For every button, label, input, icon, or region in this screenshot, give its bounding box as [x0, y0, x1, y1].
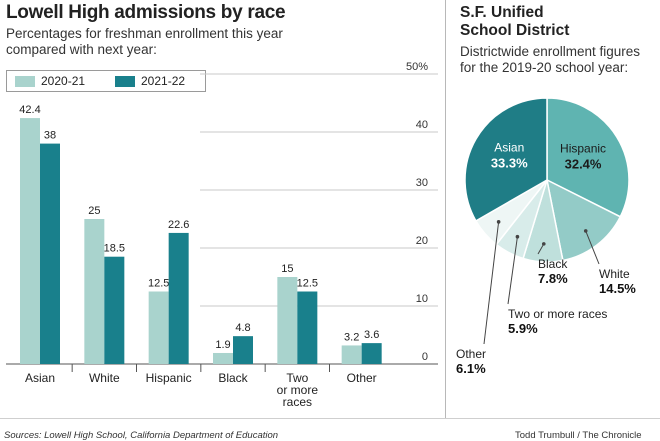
- y-tick-label-40: 40: [416, 119, 428, 131]
- x-tick-label-line: Two: [286, 371, 308, 385]
- x-tick-label-black: Black: [218, 371, 248, 385]
- y-tick-label-20: 20: [416, 235, 428, 247]
- pie-value-other: 6.1%: [456, 361, 486, 376]
- data-label-2021-22-other: 3.6: [364, 329, 379, 341]
- panel-divider: [445, 0, 446, 418]
- leader-dot-two-or-more-races: [515, 234, 520, 239]
- leader-dot-other: [496, 220, 501, 224]
- data-label-2021-22-hispanic: 22.6: [168, 219, 189, 231]
- pie-slice-asian: [464, 97, 548, 222]
- pie-chart-title: S.F. Unified School District: [460, 4, 569, 40]
- pie-value-asian: 33.3%: [491, 156, 528, 171]
- pie-chart-subtitle-line-2: for the 2019-20 school year:: [460, 60, 629, 75]
- source-note: Sources: Lowell High School, California …: [4, 430, 279, 441]
- leader-line-other: [483, 221, 500, 345]
- x-tick-label-line: Hispanic: [146, 371, 192, 385]
- bar-2020-21-white: [84, 219, 105, 364]
- pie-chart-title-line-1: S.F. Unified: [460, 4, 544, 21]
- x-tick-label-white: White: [89, 371, 120, 385]
- bar-2020-21-black: [213, 352, 233, 364]
- x-tick-label-asian: Asian: [25, 371, 55, 385]
- x-tick-label-hispanic: Hispanic: [146, 371, 192, 385]
- pie-label-black: Black: [538, 257, 568, 271]
- pie-label-hispanic: Hispanic: [560, 142, 606, 156]
- y-tick-label-10: 10: [416, 293, 428, 305]
- data-label-2020-21-two-or-more-races: 15: [281, 263, 293, 275]
- leader-line-white: [585, 230, 600, 265]
- data-label-2021-22-two-or-more-races: 12.5: [297, 278, 318, 290]
- bar-chart-legend: 2020-21 2021-22: [6, 70, 206, 92]
- leader-line-black: [537, 243, 545, 255]
- x-tick-label-other: Other: [347, 371, 377, 385]
- data-label-2021-22-black: 4.8: [235, 322, 250, 334]
- leader-line-two-or-more-races: [507, 236, 518, 305]
- footer-rule: [0, 418, 660, 419]
- bar-2020-21-hispanic: [148, 291, 169, 364]
- pie-value-white: 14.5%: [599, 281, 636, 296]
- leader-dot-black: [541, 242, 546, 246]
- bar-2021-22-two-or-more-races: [297, 291, 318, 364]
- legend-label-2020-21: 2020-21: [41, 74, 86, 88]
- bar-2021-22-asian: [40, 143, 60, 364]
- x-tick-label-line: or more: [277, 383, 319, 397]
- bar-chart-subtitle-line-1: Percentages for freshman enrollment this…: [6, 26, 283, 41]
- pie-label-other: Other: [456, 347, 486, 361]
- data-label-2020-21-white: 25: [88, 205, 100, 217]
- x-tick-label-line: Other: [347, 371, 377, 385]
- pie-value-black: 7.8%: [538, 271, 568, 286]
- data-label-2020-21-asian: 42.4: [19, 104, 40, 116]
- bar-2021-22-other: [361, 343, 382, 364]
- pie-slice-white: [545, 178, 622, 262]
- bar-chart: 0 10 20 30 40 50% 42.4 38 Asian 25 18.5 White 12.5 22…: [6, 61, 438, 409]
- legend-swatch-2020-21: [15, 76, 35, 87]
- bar-2021-22-white: [104, 256, 125, 364]
- x-tick-label-two-or-more-races: Two or more races: [277, 371, 319, 409]
- pie-slice-hispanic: [546, 97, 630, 218]
- y-tick-label-50: 50%: [406, 61, 428, 73]
- pie-chart-subtitle: Districtwide enrollment figures for the …: [460, 44, 640, 76]
- credit-note: Todd Trumbull / The Chronicle: [515, 430, 642, 441]
- pie-value-hispanic: 32.4%: [565, 157, 602, 172]
- x-tick-label-line: races: [283, 395, 312, 409]
- data-label-2020-21-hispanic: 12.5: [148, 278, 169, 290]
- pie-value-two-or-more-races: 5.9%: [508, 321, 538, 336]
- bar-2020-21-two-or-more-races: [277, 277, 298, 364]
- bar-2021-22-black: [233, 336, 253, 364]
- pie-label-two-or-more-races: Two or more races: [508, 307, 607, 321]
- legend-swatch-2021-22: [115, 76, 135, 87]
- bar-chart-subtitle-line-2: compared with next year:: [6, 42, 157, 57]
- legend-label-2021-22: 2021-22: [141, 74, 186, 88]
- bar-2020-21-asian: [20, 118, 40, 364]
- pie-label-white: White: [599, 267, 630, 281]
- data-label-2020-21-other: 3.2: [344, 331, 359, 343]
- pie-chart-title-line-2: School District: [460, 22, 570, 39]
- bar-chart-subtitle: Percentages for freshman enrollment this…: [6, 26, 283, 58]
- data-label-2021-22-white: 18.5: [104, 243, 125, 255]
- leader-dot-white: [583, 229, 588, 233]
- y-tick-label-0: 0: [422, 351, 428, 363]
- data-label-2021-22-asian: 38: [44, 130, 56, 142]
- data-label-2020-21-black: 1.9: [215, 339, 230, 351]
- x-tick-label-line: Black: [218, 371, 248, 385]
- pie-label-asian: Asian: [494, 141, 524, 155]
- bar-2020-21-other: [341, 345, 362, 364]
- y-tick-label-30: 30: [416, 177, 428, 189]
- bar-chart-title: Lowell High admissions by race: [6, 2, 286, 23]
- bar-2021-22-hispanic: [168, 232, 189, 364]
- x-tick-label-line: White: [89, 371, 120, 385]
- pie-chart-subtitle-line-1: Districtwide enrollment figures: [460, 44, 641, 59]
- x-tick-label-line: Asian: [25, 371, 55, 385]
